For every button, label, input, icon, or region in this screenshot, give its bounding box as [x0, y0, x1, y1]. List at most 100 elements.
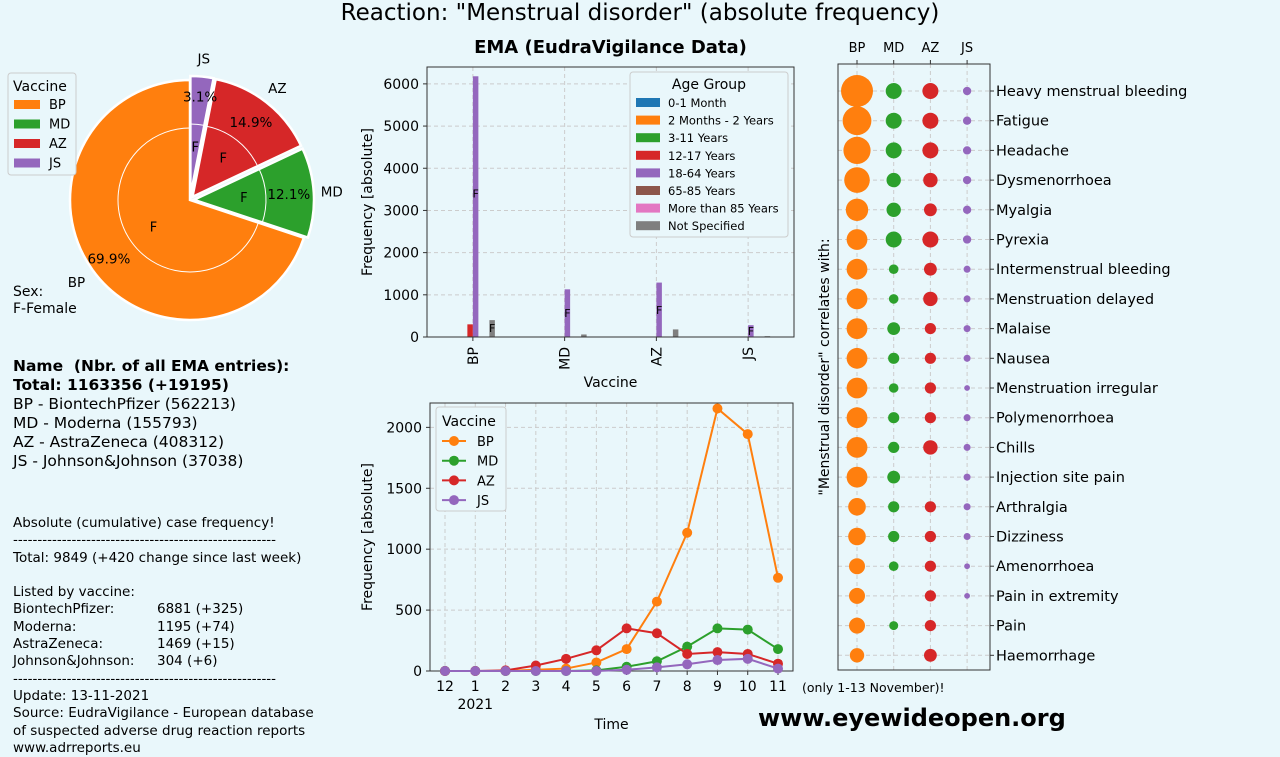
stats-source: www.adrreports.eu: [13, 739, 141, 756]
scatter-point: [846, 347, 868, 369]
pie-inner-label: F: [150, 220, 157, 235]
line-ylabel: Frequency [absolute]: [360, 463, 376, 611]
scatter-point: [846, 318, 868, 339]
website-watermark: www.eyewideopen.org: [758, 704, 1066, 732]
scatter-point: [842, 106, 872, 136]
info-vaccine-az: AZ - AstraZeneca (408312): [13, 433, 225, 451]
bar-rect: [467, 324, 473, 337]
line-point: [591, 645, 602, 656]
pie-legend-label: AZ: [49, 137, 67, 152]
scatter-point: [963, 265, 971, 273]
bar-legend-label: 18-64 Years: [668, 166, 735, 180]
bar-rect: [472, 76, 479, 337]
scatter-column-label: AZ: [921, 41, 939, 56]
line-legend-label: BP: [477, 435, 494, 450]
scatter-point: [888, 441, 900, 453]
stats-block: Absolute (cumulative) case frequency! --…: [13, 515, 314, 757]
pie-percent-label: 14.9%: [229, 115, 272, 131]
stats-row-name: Johnson&Johnson:: [13, 653, 135, 670]
bar-ytick-label: 4000: [383, 161, 419, 177]
bar-legend-label: Not Specified: [668, 219, 745, 233]
scatter-point: [962, 175, 972, 185]
scatter-axes-frame: [837, 63, 991, 671]
line-legend-marker: [449, 436, 459, 446]
scatter-row-label: Headache: [996, 143, 1069, 159]
line-legend-title: Vaccine: [442, 414, 496, 430]
bar-title: EMA (EudraVigilance Data): [474, 37, 747, 58]
pie-inner-ring: [258, 168, 267, 223]
line-xtick-label: 12: [436, 679, 454, 695]
line-ytick-label: 2000: [386, 420, 422, 436]
bar-legend-label: 3-11 Years: [668, 131, 728, 145]
scatter-point: [846, 377, 868, 399]
scatter-point: [963, 325, 971, 333]
scatter-row-label: Malaise: [996, 322, 1051, 338]
scatter-point: [888, 383, 899, 393]
scatter-point: [922, 112, 939, 129]
scatter-point: [963, 354, 971, 362]
info-header: Name (Nbr. of all EMA entries):: [13, 357, 290, 375]
pie-slice-az: [190, 77, 303, 200]
bar-ytick-label: 2000: [383, 246, 419, 262]
scatter-point: [888, 530, 900, 543]
scatter-point: [963, 295, 971, 303]
scatter-point: [889, 621, 899, 631]
bar-rect: [656, 282, 662, 337]
scatter-point: [924, 620, 937, 632]
line-note: (only 1-13 November)!: [802, 680, 945, 695]
scatter-column-label: BP: [849, 41, 866, 56]
line-ytick-label: 0: [413, 664, 422, 680]
scatter-point: [964, 385, 970, 391]
stats-listed-by: Listed by vaccine:: [13, 584, 135, 601]
stats-row-name: Moderna:: [13, 618, 77, 635]
bar-xtick-label: JS: [741, 347, 757, 361]
scatter-point: [885, 112, 902, 129]
scatter-point: [963, 414, 971, 422]
scatter-point: [962, 205, 972, 214]
scatter-point: [887, 322, 901, 335]
scatter-point: [846, 258, 868, 280]
scatter-point: [848, 527, 866, 546]
line-point: [621, 664, 632, 675]
bar-legend-swatch: [636, 150, 660, 160]
line-xtick-label: 11: [769, 679, 787, 695]
scatter-point: [885, 142, 902, 159]
scatter-row-label: Dysmenorrhoea: [996, 173, 1112, 189]
bar-ylabel: Frequency [absolute]: [360, 128, 376, 276]
bar-ytick-label: 6000: [383, 77, 419, 93]
line-point: [591, 657, 602, 668]
scatter-row-label: Injection site pain: [996, 470, 1125, 486]
pie-category-label: BP: [68, 275, 85, 291]
scatter-row-label: Nausea: [996, 351, 1050, 367]
stats-row-value: 6881 (+325): [157, 601, 244, 618]
line-point: [561, 666, 572, 676]
stats-row-value: 1469 (+15): [157, 636, 235, 653]
stats-row-value: 1195 (+74): [157, 618, 235, 635]
pie-legend-box: [7, 72, 77, 176]
sex-note-line1: Sex:: [13, 284, 44, 300]
pie-legend-label: BP: [49, 98, 66, 113]
scatter-row-label: Dizziness: [996, 530, 1064, 546]
stats-heading: Absolute (cumulative) case frequency!: [13, 515, 275, 531]
line-series-az: [445, 627, 779, 672]
line-ytick-label: 1500: [386, 481, 422, 497]
scatter-point: [849, 648, 865, 663]
scatter-point: [846, 437, 868, 458]
scatter-row-label: Amenorrhoea: [996, 559, 1094, 575]
scatter-point: [886, 172, 901, 188]
scatter-point: [963, 443, 971, 451]
line-xtick-label: 3: [531, 679, 540, 695]
scatter-point: [922, 142, 939, 159]
scatter-point: [849, 617, 865, 634]
scatter-column-label: MD: [883, 41, 904, 56]
bar-legend-label: More than 85 Years: [668, 202, 779, 216]
bar-legend-swatch: [636, 98, 660, 107]
scatter-point: [849, 587, 865, 604]
scatter-point: [888, 264, 899, 275]
bar-ytick-label: 3000: [383, 203, 419, 219]
scatter-ylabel: "Menstrual disorder" correlates with:: [817, 238, 833, 495]
pie-percent-label: 69.9%: [87, 252, 130, 268]
bar-xtick-label: MD: [558, 347, 574, 370]
line-point: [682, 648, 693, 659]
